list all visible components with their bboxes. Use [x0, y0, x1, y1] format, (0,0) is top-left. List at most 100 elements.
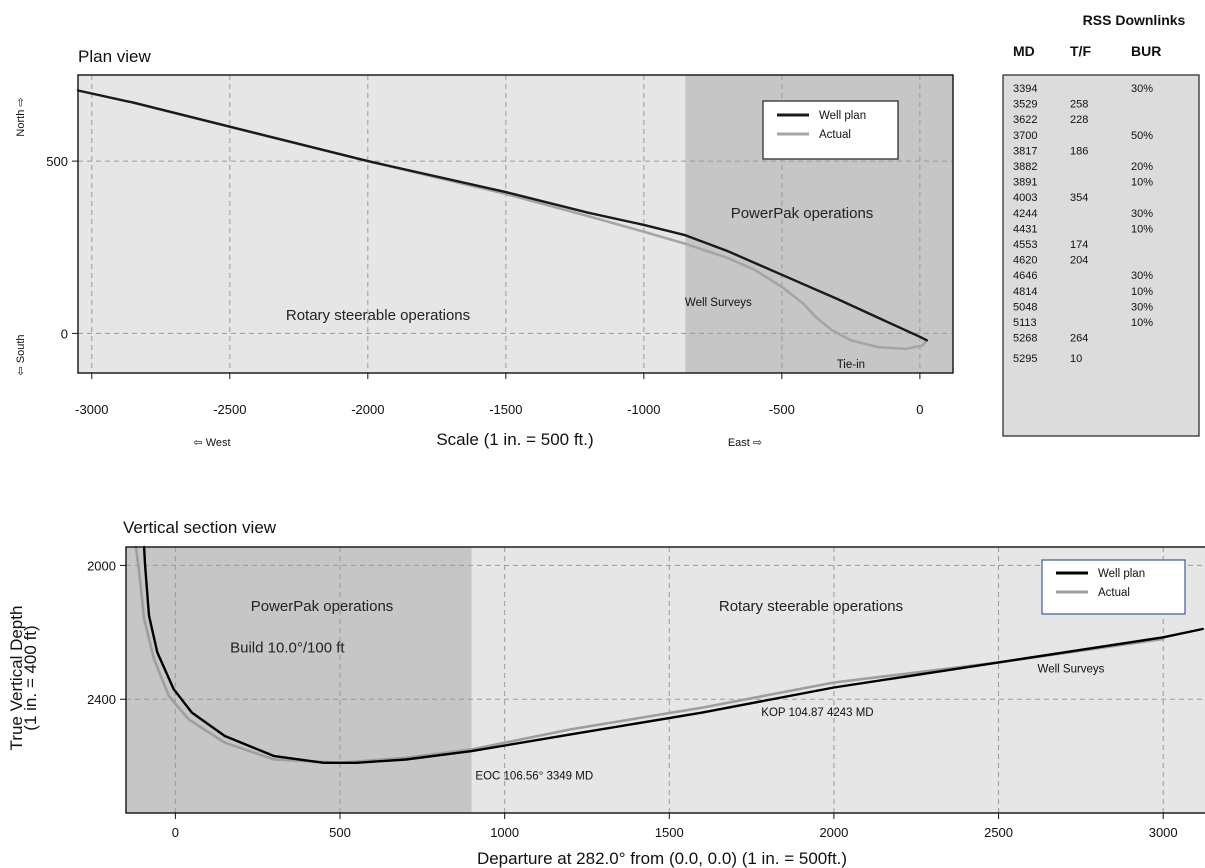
region-label: PowerPak operations [251, 598, 394, 615]
table-cell-tf: 204 [1070, 255, 1088, 267]
table-cell-md: 5268 [1013, 333, 1037, 345]
table-cell-tf: 354 [1070, 192, 1088, 204]
x-tick-label: -500 [769, 402, 795, 417]
x-tick-label: 2000 [819, 825, 848, 840]
table-cell-bur: 10% [1131, 223, 1153, 235]
annotation-label: Well Surveys [1038, 663, 1105, 675]
y-tick-label: 0 [61, 326, 68, 341]
y-tick-label: 2400 [87, 692, 116, 707]
x-tick-label: -3000 [75, 402, 108, 417]
rss-downlinks-table: RSS Downlinks MD T/F BUR 3394 30% 3529 258 3622 2… [1002, 12, 1200, 437]
table-cell-bur: 20% [1131, 161, 1153, 173]
table-cell-bur: 50% [1131, 130, 1153, 142]
table-cell-tf: 228 [1070, 114, 1088, 126]
direction-label: ⇦ West [193, 437, 230, 449]
table-row: 3529 258 [1013, 99, 1088, 111]
annotation-label: Well Surveys [685, 297, 752, 309]
legend-actual-label: Actual [1098, 587, 1130, 599]
table-header-md: MD [1013, 43, 1035, 59]
chart-title: Plan view [78, 47, 151, 66]
annotation-label: Tie-in [837, 359, 865, 371]
table-cell-md: 4244 [1013, 208, 1037, 220]
table-row: 3622 228 [1013, 114, 1088, 126]
table-cell-bur: 30% [1131, 208, 1153, 220]
x-tick-label: 0 [916, 402, 923, 417]
table-cell-md: 3817 [1013, 145, 1037, 157]
table-cell-bur: 10% [1131, 177, 1153, 189]
y-tick-label: 2000 [87, 558, 116, 573]
table-title: RSS Downlinks [1083, 12, 1186, 28]
x-tick-label: -2000 [351, 402, 384, 417]
vertical-section-chart: Vertical section view PowerPak operations… [7, 518, 1205, 868]
x-tick-label: 1500 [655, 825, 684, 840]
direction-label: ⇦ South [15, 334, 27, 375]
table-cell-tf: 264 [1070, 333, 1088, 345]
table-cell-bur: 30% [1131, 83, 1153, 95]
table-cell-md: 4620 [1013, 255, 1037, 267]
table-row: 3891 10% [1013, 177, 1153, 189]
y-tick-label: 500 [46, 154, 68, 169]
annotation-label: EOC 106.56° 3349 MD [475, 771, 593, 783]
plan-view-chart: Plan view Rotary steerable operations Powe… [15, 47, 954, 449]
table-cell-tf: 186 [1070, 145, 1088, 157]
table-header-tf: T/F [1070, 43, 1091, 59]
direction-label: East ⇨ [728, 437, 762, 449]
y-axis-label-line: (1 in. = 400 ft) [21, 625, 40, 730]
direction-label: North ⇨ [15, 97, 27, 136]
table-cell-md: 3529 [1013, 99, 1037, 111]
x-tick-label: 3000 [1149, 825, 1178, 840]
table-cell-md: 4814 [1013, 286, 1037, 298]
x-tick-label: 2500 [984, 825, 1013, 840]
chart-title: Vertical section view [123, 518, 277, 537]
region-sublabel: Build 10.0°/100 ft [230, 639, 345, 656]
table-row: 3394 30% [1013, 83, 1153, 95]
table-row: 5113 10% [1013, 317, 1153, 329]
legend-box [762, 100, 899, 160]
table-row: 4814 10% [1013, 286, 1153, 298]
table-row: 4553 174 [1013, 239, 1088, 251]
table-row: 5295 10 [1013, 353, 1082, 365]
table-cell-bur: 10% [1131, 286, 1153, 298]
legend-box [1041, 559, 1186, 615]
table-body-box [1002, 74, 1200, 437]
table-row: 5268 264 [1013, 333, 1088, 345]
well-plan-series-line [76, 89, 928, 342]
table-cell-md: 3622 [1013, 114, 1037, 126]
table-cell-md: 3394 [1013, 83, 1037, 95]
table-row: 3700 50% [1013, 130, 1153, 142]
table-cell-md: 5113 [1013, 317, 1037, 329]
table-cell-md: 5048 [1013, 301, 1037, 313]
table-cell-bur: 10% [1131, 317, 1153, 329]
table-cell-md: 3700 [1013, 130, 1037, 142]
table-cell-md: 4003 [1013, 192, 1037, 204]
x-tick-label: 0 [172, 825, 179, 840]
table-cell-bur: 30% [1131, 270, 1153, 282]
x-tick-label: -2500 [213, 402, 246, 417]
table-cell-md: 4553 [1013, 239, 1037, 251]
table-row: 4646 30% [1013, 270, 1153, 282]
shaded-region [78, 75, 686, 373]
region-label: Rotary steerable operations [719, 598, 903, 615]
table-row: 4431 10% [1013, 223, 1153, 235]
shaded-region [126, 547, 472, 813]
legend-actual-label: Actual [819, 129, 851, 141]
table-cell-md: 5295 [1013, 353, 1037, 365]
table-row: 5048 30% [1013, 301, 1153, 313]
table-cell-tf: 174 [1070, 239, 1088, 251]
table-cell-tf: 258 [1070, 99, 1088, 111]
x-axis-label: Departure at 282.0° from (0.0, 0.0) (1 i… [477, 849, 847, 868]
table-cell-bur: 30% [1131, 301, 1153, 313]
annotation-label: KOP 104.87 4243 MD [761, 707, 873, 719]
table-row: 3882 20% [1013, 161, 1153, 173]
x-tick-label: 500 [329, 825, 351, 840]
plot-frame [77, 74, 954, 374]
region-label: Rotary steerable operations [286, 307, 470, 324]
legend-well-plan-label: Well plan [819, 110, 866, 122]
x-axis-label: Scale (1 in. = 500 ft.) [436, 430, 593, 449]
y-axis-label: True Vertical Depth(1 in. = 400 ft) [7, 606, 40, 751]
table-cell-tf: 10 [1070, 353, 1082, 365]
table-row: 4620 204 [1013, 255, 1088, 267]
x-tick-label: -1000 [627, 402, 660, 417]
legend-well-plan-label: Well plan [1098, 568, 1145, 580]
